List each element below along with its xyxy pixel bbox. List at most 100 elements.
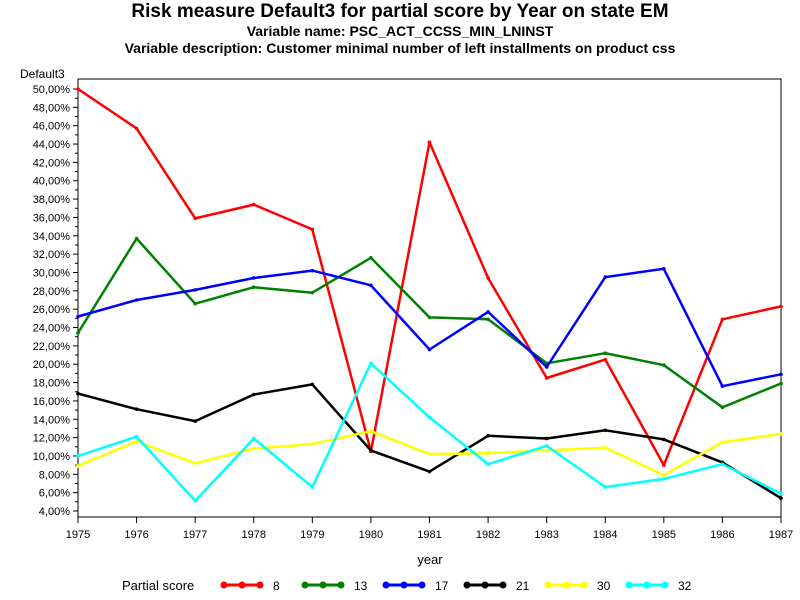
data-point-8 [310,227,315,232]
x-tick-label: 1977 [183,529,207,541]
legend-marker-30 [580,581,588,589]
data-point-17 [544,365,549,369]
legend-marker-13 [301,581,309,589]
legend-marker-17 [382,581,390,589]
data-point-21 [251,392,256,397]
data-point-32 [486,462,490,467]
legend-marker-21 [463,581,471,589]
y-tick-label: 48,00% [33,102,71,114]
data-point-32 [544,444,549,448]
x-tick-label: 1985 [652,529,676,541]
data-point-30 [310,442,315,446]
data-point-13 [369,255,373,260]
x-tick-label: 1987 [769,529,793,541]
y-tick-label: 26,00% [33,304,71,316]
data-point-21 [544,436,549,441]
y-tick-label: 46,00% [33,121,71,133]
data-point-21 [486,433,490,438]
y-axis-label: Default3 [20,67,65,81]
x-axis-label: year [417,552,443,567]
y-tick-label: 28,00% [33,286,71,298]
data-point-17 [486,310,490,314]
data-point-21 [76,391,80,396]
data-point-32 [369,361,373,366]
data-point-32 [310,485,315,489]
legend-marker-32 [643,581,651,589]
y-tick-label: 6,00% [39,488,70,500]
data-point-17 [369,283,373,288]
legend-label-32: 32 [678,579,692,593]
series-line-32 [77,362,782,503]
chart-axes: 4,00% 6,00% 8,00% 10,00% 12,00% 14,00% 16,00% 1… [33,78,793,541]
legend-marker-8 [238,581,246,589]
legend-marker-13 [319,581,327,589]
legend-title: Partial score [122,578,194,593]
legend: Partial score 8 13 17 21 30 32 [122,578,692,593]
y-tick-label: 42,00% [33,157,71,169]
data-point-32 [193,499,197,503]
data-point-21 [310,382,315,387]
chart-subtitle-variable-name: Variable name: PSC_ACT_CCSS_MIN_LNINST [246,23,554,39]
data-point-32 [251,436,256,441]
legend-label-13: 13 [354,579,368,593]
x-tick-label: 1975 [66,529,90,541]
data-point-30 [134,439,139,444]
legend-marker-21 [499,581,507,589]
data-point-8 [486,276,490,280]
legend-marker-8 [220,581,228,589]
x-tick-label: 1981 [417,529,441,541]
data-point-8 [662,463,666,467]
data-point-8 [720,317,725,322]
data-point-13 [662,363,666,367]
data-point-21 [134,407,139,411]
y-tick-label: 50,00% [33,84,71,96]
y-tick-label: 40,00% [33,176,71,188]
data-point-32 [603,485,608,489]
data-point-30 [779,432,783,436]
x-tick-label: 1978 [242,529,266,541]
legend-marker-13 [337,581,345,589]
y-tick-label: 18,00% [33,378,71,390]
data-point-32 [779,491,783,496]
y-tick-label: 34,00% [33,231,71,243]
data-point-13 [310,290,315,295]
data-point-13 [134,236,139,241]
series-line-17 [77,267,782,388]
data-point-17 [662,267,666,271]
data-point-8 [134,126,139,131]
data-point-8 [779,304,783,309]
data-point-30 [662,473,666,478]
data-point-17 [134,298,139,302]
series-line-8 [77,87,782,467]
legend-label-17: 17 [435,579,449,593]
x-tick-label: 1983 [534,529,558,541]
legend-marker-30 [544,581,552,589]
data-point-13 [193,301,197,306]
legend-label-21: 21 [516,579,530,593]
data-point-30 [193,461,197,466]
x-tick-label: 1984 [593,529,617,541]
data-point-30 [76,464,80,468]
y-tick-label: 22,00% [33,341,71,353]
data-point-30 [720,440,725,444]
data-point-13 [779,381,783,386]
data-point-17 [427,347,432,352]
y-tick-label: 24,00% [33,323,71,335]
y-tick-label: 10,00% [33,451,71,463]
data-point-17 [720,384,725,389]
data-point-32 [662,477,666,481]
data-point-30 [544,448,549,453]
x-tick-label: 1986 [710,529,734,541]
data-point-30 [251,446,256,451]
y-tick-label: 32,00% [33,249,71,261]
data-point-30 [427,452,432,456]
legend-marker-21 [481,581,489,589]
data-point-21 [427,469,432,474]
data-point-17 [251,276,256,280]
data-point-32 [76,454,80,458]
data-point-17 [310,268,315,273]
y-tick-label: 20,00% [33,359,71,371]
y-tick-label: 12,00% [33,433,71,445]
series-lines [76,87,783,503]
